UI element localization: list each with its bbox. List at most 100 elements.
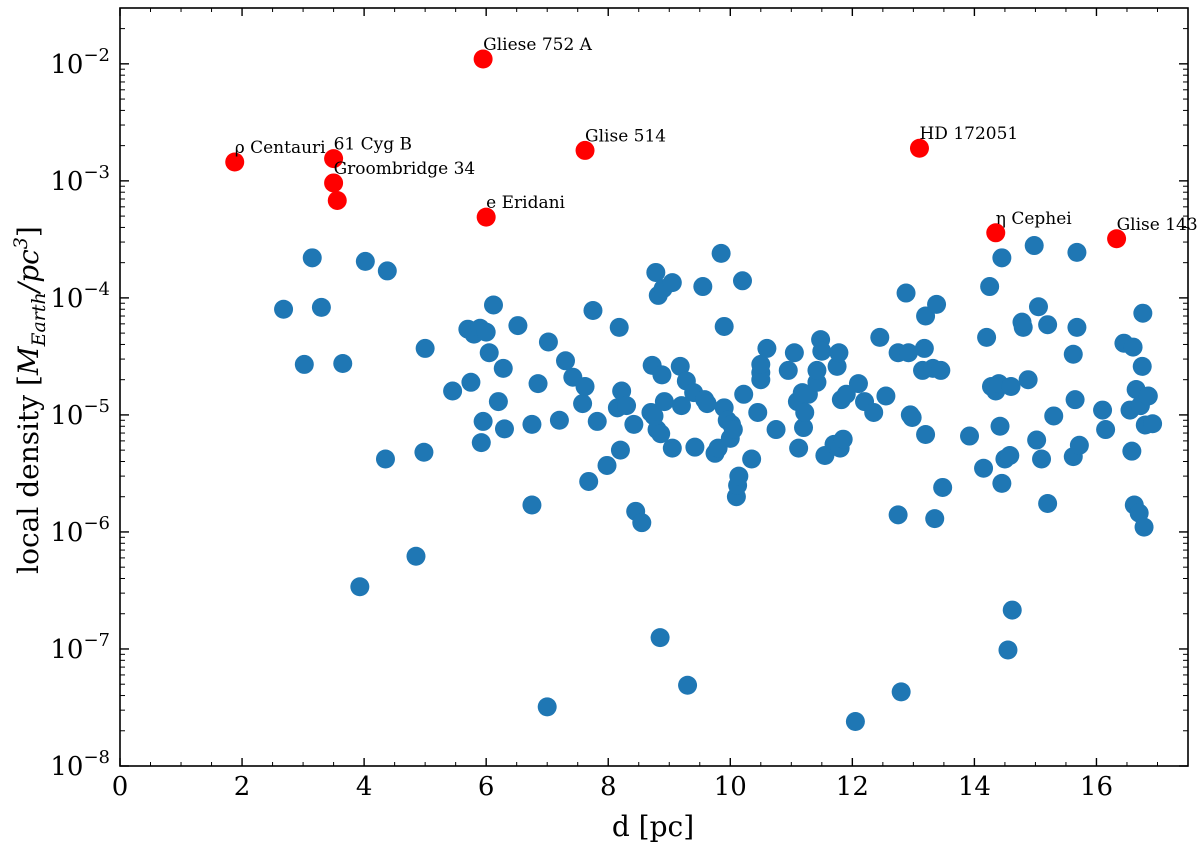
data-point — [556, 351, 576, 371]
data-point — [914, 338, 934, 358]
y-tick-label: 10−6 — [50, 513, 110, 548]
data-point — [998, 640, 1018, 660]
data-point — [632, 513, 652, 533]
y-tick-label: 10−3 — [50, 162, 110, 197]
data-point — [1138, 386, 1158, 406]
data-point — [488, 392, 508, 412]
data-point — [494, 419, 514, 439]
data-point — [1132, 356, 1152, 376]
data-point — [311, 297, 331, 317]
data-point — [652, 365, 672, 385]
data-point — [443, 381, 463, 401]
labels-layer: ρ Centauri 61 Cyg B Groombridge 34 Gliese 7… — [50, 35, 1197, 802]
data-point — [751, 354, 771, 374]
data-point — [1134, 517, 1154, 537]
data-point — [807, 360, 827, 380]
y-tick-label: 10−8 — [50, 747, 110, 782]
data-point — [587, 411, 607, 431]
data-point — [845, 712, 865, 732]
data-point — [896, 283, 916, 303]
data-point — [916, 425, 936, 445]
data-point — [1067, 242, 1087, 262]
data-point — [933, 477, 953, 497]
highlighted-point — [473, 49, 493, 69]
data-point — [876, 386, 896, 406]
data-point — [902, 408, 922, 428]
data-point — [1027, 430, 1047, 450]
data-point — [1093, 400, 1113, 420]
data-point — [1067, 317, 1087, 337]
data-point — [748, 402, 768, 422]
ticks-layer — [119, 7, 1188, 767]
data-point — [612, 381, 632, 401]
data-point — [1069, 435, 1089, 455]
data-point — [1001, 376, 1021, 396]
highlighted-point — [327, 190, 347, 210]
data-point — [1013, 317, 1033, 337]
data-point — [723, 420, 743, 440]
data-point — [795, 402, 815, 422]
data-point — [789, 438, 809, 458]
data-point — [573, 394, 593, 414]
data-point — [579, 471, 599, 491]
data-point — [960, 426, 980, 446]
data-point — [528, 374, 548, 394]
data-point — [1044, 406, 1064, 426]
data-point — [651, 424, 671, 444]
data-point — [662, 438, 682, 458]
y-tick-label: 10−4 — [50, 279, 110, 314]
x-tick-label: 14 — [958, 772, 991, 802]
data-point — [1002, 600, 1022, 620]
data-point — [493, 358, 513, 378]
data-point — [646, 262, 666, 282]
x-tick-label: 16 — [1080, 772, 1113, 802]
data-point — [377, 261, 397, 281]
data-point — [757, 338, 777, 358]
highlighted-point — [1107, 229, 1127, 249]
data-point — [766, 420, 786, 440]
data-point — [778, 360, 798, 380]
data-point — [1018, 370, 1038, 390]
data-point — [294, 354, 314, 374]
data-point — [977, 327, 997, 347]
data-point — [888, 505, 908, 525]
highlighted-point — [225, 152, 245, 172]
data-point — [974, 458, 994, 478]
data-point — [522, 495, 542, 515]
data-point — [990, 416, 1010, 436]
data-point — [891, 682, 911, 702]
data-point — [479, 343, 499, 363]
data-point — [671, 396, 691, 416]
data-point — [931, 360, 951, 380]
data-point — [575, 376, 595, 396]
data-point — [670, 356, 690, 376]
data-point — [583, 301, 603, 321]
data-point — [864, 402, 884, 422]
highlighted-point — [986, 223, 1006, 243]
y-tick-label: 10−5 — [50, 396, 110, 431]
highlighted-point — [476, 207, 496, 227]
data-point — [537, 697, 557, 717]
x-tick-label: 6 — [478, 772, 495, 802]
points-layer — [225, 49, 1163, 732]
data-point — [610, 440, 630, 460]
data-point — [662, 273, 682, 293]
data-point — [538, 332, 558, 352]
data-point — [714, 316, 734, 336]
data-point — [274, 299, 294, 319]
data-point — [617, 396, 637, 416]
point-annotation: 61 Cyg B — [334, 135, 412, 155]
y-tick-label: 10−7 — [50, 630, 110, 665]
data-point — [1024, 236, 1044, 256]
data-point — [597, 455, 617, 475]
x-axis-label: d [pc] — [612, 810, 694, 843]
data-point — [406, 546, 426, 566]
data-point — [693, 277, 713, 297]
point-annotation: Glise 514 — [585, 126, 666, 146]
x-tick-label: 0 — [112, 772, 129, 802]
data-point — [1000, 446, 1020, 466]
data-point — [1133, 303, 1153, 323]
data-point — [678, 675, 698, 695]
data-point — [992, 473, 1012, 493]
